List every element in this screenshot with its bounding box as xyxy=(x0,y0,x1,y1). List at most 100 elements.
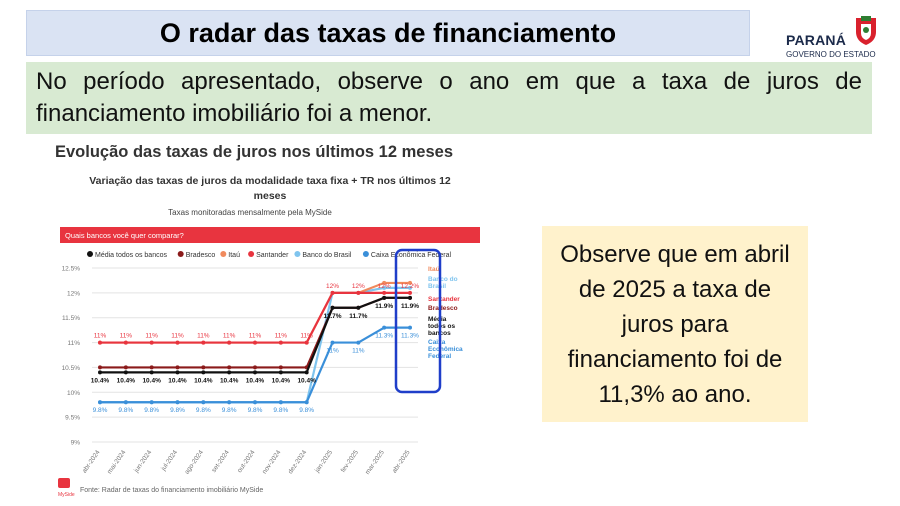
legend-label-0: Média todos os bancos xyxy=(95,252,167,259)
data-label-0-12: 11.9% xyxy=(401,303,419,310)
legend-marker-5 xyxy=(362,251,369,257)
question-box: No período apresentado, observe o ano em… xyxy=(26,62,872,134)
x-tick-label-0: abr-2024 xyxy=(81,449,102,475)
parana-logo: PARANÁ GOVERNO DO ESTADO xyxy=(786,14,890,60)
data-label-5-1: 9.8% xyxy=(118,407,133,414)
data-label-3-2: 11% xyxy=(145,333,158,340)
end-label-2: Itaú xyxy=(428,266,440,273)
question-text: No período apresentado, observe o ano em… xyxy=(36,68,862,127)
series-point-1-3 xyxy=(175,365,180,370)
series-point-1-2 xyxy=(149,365,154,370)
series-point-4-11 xyxy=(382,285,387,290)
data-label-5-8: 9.8% xyxy=(299,407,314,414)
series-point-5-8 xyxy=(304,400,309,405)
data-label-5-6: 9.8% xyxy=(248,407,263,414)
data-label-3-8: 11% xyxy=(300,333,313,340)
legend-label-2: Itaú xyxy=(228,252,240,259)
data-label-0-7: 10.4% xyxy=(272,377,291,384)
legend-label-1: Bradesco xyxy=(186,252,216,259)
series-point-0-6 xyxy=(253,370,257,375)
x-tick-label-3: jul-2024 xyxy=(160,449,180,473)
data-label-3-9: 12% xyxy=(326,283,339,290)
series-point-0-2 xyxy=(149,370,154,375)
chart-source: Fonte: Radar de taxas do financiamento i… xyxy=(80,487,263,494)
data-label-3-7: 11% xyxy=(275,333,288,340)
series-point-0-10 xyxy=(356,305,361,310)
end-label-4: Banco do Brasil xyxy=(428,276,458,290)
series-point-5-3 xyxy=(175,400,180,405)
series-point-0-8 xyxy=(304,370,309,375)
series-point-5-12 xyxy=(408,325,412,330)
legend-marker-3 xyxy=(248,251,255,257)
series-point-5-4 xyxy=(201,400,206,405)
data-label-5-7: 9.8% xyxy=(273,407,288,414)
data-label-5-2: 9.8% xyxy=(144,407,159,414)
y-tick-label-7: 12.5% xyxy=(62,266,81,273)
data-label-3-10: 12% xyxy=(352,283,365,290)
data-label-5-10: 11% xyxy=(352,348,365,355)
series-point-3-0 xyxy=(98,340,102,345)
legend-marker-1 xyxy=(177,251,184,257)
series-point-5-2 xyxy=(149,400,154,405)
data-label-3-1: 11% xyxy=(120,333,133,340)
series-point-1-4 xyxy=(201,365,206,370)
brand-name: PARANÁ xyxy=(786,32,847,48)
series-point-3-11 xyxy=(382,290,387,295)
data-label-0-8: 10.4% xyxy=(297,377,316,384)
legend-marker-2 xyxy=(220,251,227,257)
data-label-0-10: 11.7% xyxy=(349,313,367,320)
data-label-0-1: 10.4% xyxy=(117,377,136,384)
series-point-5-1 xyxy=(123,400,128,405)
x-tick-label-7: nov-2024 xyxy=(261,449,283,476)
data-label-0-4: 10.4% xyxy=(194,377,213,384)
slide-title-box: O radar das taxas de financiamento xyxy=(26,10,750,56)
legend-marker-4 xyxy=(294,251,301,257)
parana-coat-of-arms-icon xyxy=(856,16,876,45)
y-tick-label-3: 10.5% xyxy=(62,365,81,372)
data-label-0-0: 10.4% xyxy=(91,377,110,384)
compare-banner xyxy=(60,227,480,243)
y-tick-label-4: 11% xyxy=(67,340,80,347)
y-tick-label-1: 9.5% xyxy=(65,415,80,422)
end-label-0: Média todos os bancos xyxy=(428,316,455,337)
series-point-0-5 xyxy=(227,370,232,375)
series-point-3-7 xyxy=(278,340,283,345)
series-point-0-4 xyxy=(201,370,206,375)
compare-banner-text: Quais bancos você quer comparar? xyxy=(65,231,184,240)
myside-logo-icon xyxy=(58,478,70,488)
series-point-5-9 xyxy=(330,340,335,345)
series-point-0-9 xyxy=(330,305,335,310)
series-point-3-4 xyxy=(201,340,206,345)
data-label-0-9: 11.7% xyxy=(323,313,341,320)
chart-area: Evolução das taxas de juros nos últimos … xyxy=(50,138,490,500)
series-point-2-12 xyxy=(408,280,412,285)
series-point-3-1 xyxy=(123,340,128,345)
x-tick-label-10: fev-2025 xyxy=(340,449,360,474)
x-tick-label-6: out-2024 xyxy=(236,449,257,474)
legend-label-5: Caixa Econômica Federal xyxy=(371,252,452,259)
series-point-1-6 xyxy=(253,365,257,370)
rates-chart: Evolução das taxas de juros nos últimos … xyxy=(55,143,480,498)
data-label-3-3: 11% xyxy=(171,333,184,340)
legend-label-4: Banco do Brasil xyxy=(302,252,351,259)
series-point-0-3 xyxy=(175,370,180,375)
data-label-3-5: 11% xyxy=(223,333,236,340)
series-point-1-1 xyxy=(123,365,128,370)
series-point-3-6 xyxy=(253,340,257,345)
note-text: Observe que em abril de 2025 a taxa de j… xyxy=(560,240,790,408)
data-label-5-11: 11.3% xyxy=(375,333,393,340)
series-point-3-9 xyxy=(330,290,335,295)
x-tick-label-12: abr-2025 xyxy=(391,449,412,475)
x-tick-label-1: mai-2024 xyxy=(106,449,127,476)
x-tick-label-4: ago-2024 xyxy=(183,449,205,476)
series-point-5-5 xyxy=(227,400,232,405)
data-label-3-6: 11% xyxy=(249,333,262,340)
series-point-0-1 xyxy=(123,370,128,375)
x-tick-label-5: set-2024 xyxy=(211,449,231,474)
slide-title: O radar das taxas de financiamento xyxy=(159,17,617,48)
series-point-0-0 xyxy=(98,370,102,375)
series-point-0-12 xyxy=(408,295,412,300)
x-tick-label-9: jan-2025 xyxy=(313,449,334,475)
x-tick-label-2: jun-2024 xyxy=(132,449,153,475)
series-point-1-7 xyxy=(278,365,283,370)
